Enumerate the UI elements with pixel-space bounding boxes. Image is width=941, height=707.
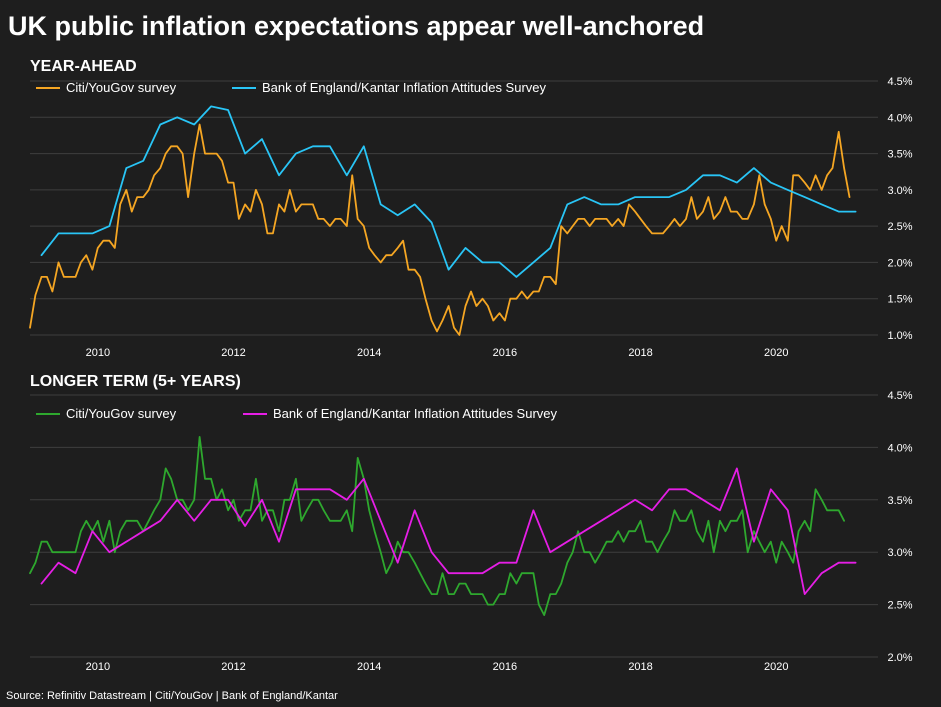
longer-term-x-tick-label: 2018 — [628, 661, 652, 673]
year-ahead-x-tick-label: 2020 — [764, 347, 788, 359]
year-ahead-series — [29, 105, 857, 336]
year-ahead-legend-label: Citi/YouGov survey — [66, 80, 177, 95]
longer-term-panel: LONGER TERM (5+ YEARS) 2010 2012 2014 2016 2… — [29, 373, 913, 673]
year-ahead-panel: YEAR-AHEAD 2010 2012 2014 2016 2018 2020 1.0%… — [29, 58, 913, 359]
longer-term-series-line-boe-kantar — [40, 467, 857, 595]
longer-term-y-tick-label: 2.0% — [887, 652, 912, 664]
year-ahead-x-tick-label: 2016 — [493, 347, 517, 359]
year-ahead-legend-label: Bank of England/Kantar Inflation Attitud… — [262, 80, 547, 95]
year-ahead-x-tick-label: 2012 — [221, 347, 245, 359]
year-ahead-y-tick-label: 4.5% — [887, 76, 912, 88]
longer-term-y-tick-label: 3.0% — [887, 547, 912, 559]
year-ahead-x-tick-label: 2014 — [357, 347, 381, 359]
longer-term-y-axis: 2.0% 2.5% 3.0% 3.5% 4.0% 4.5% — [887, 390, 912, 664]
year-ahead-y-axis: 1.0% 1.5% 2.0% 2.5% 3.0% 3.5% 4.0% 4.5% — [887, 76, 912, 342]
longer-term-x-tick-label: 2010 — [86, 661, 110, 673]
year-ahead-panel-title: YEAR-AHEAD — [30, 58, 137, 75]
year-ahead-y-tick-label: 1.5% — [887, 294, 912, 306]
year-ahead-y-tick-label: 2.5% — [887, 221, 912, 233]
longer-term-series — [29, 436, 857, 616]
year-ahead-y-tick-label: 2.0% — [887, 257, 912, 269]
source-note: Source: Refinitiv Datastream | Citi/YouG… — [6, 690, 338, 702]
longer-term-panel-title: LONGER TERM (5+ YEARS) — [30, 373, 241, 390]
longer-term-legend-label: Bank of England/Kantar Inflation Attitud… — [273, 406, 558, 421]
longer-term-gridlines — [30, 394, 878, 658]
year-ahead-y-tick-label: 1.0% — [887, 330, 912, 342]
longer-term-series-line-citi-yougov — [29, 436, 845, 616]
year-ahead-x-tick-label: 2010 — [86, 347, 110, 359]
year-ahead-x-axis: 2010 2012 2014 2016 2018 2020 — [86, 347, 789, 359]
year-ahead-series-line-citi-yougov — [29, 123, 851, 336]
longer-term-x-tick-label: 2016 — [493, 661, 517, 673]
year-ahead-series-line-boe-kantar — [40, 105, 857, 278]
longer-term-y-tick-label: 4.0% — [887, 442, 912, 454]
longer-term-x-tick-label: 2012 — [221, 661, 245, 673]
longer-term-x-tick-label: 2020 — [764, 661, 788, 673]
year-ahead-y-tick-label: 3.0% — [887, 185, 912, 197]
longer-term-x-tick-label: 2014 — [357, 661, 381, 673]
longer-term-x-axis: 2010 2012 2014 2016 2018 2020 — [86, 661, 789, 673]
year-ahead-gridlines — [30, 80, 878, 336]
year-ahead-y-tick-label: 3.5% — [887, 149, 912, 161]
longer-term-y-tick-label: 2.5% — [887, 600, 912, 612]
longer-term-legend-label: Citi/YouGov survey — [66, 406, 177, 421]
longer-term-legend: Citi/YouGov survey Bank of England/Kantar… — [36, 406, 558, 421]
chart-title: UK public inflation expectations appear … — [8, 11, 704, 41]
year-ahead-x-tick-label: 2018 — [628, 347, 652, 359]
longer-term-y-tick-label: 4.5% — [887, 390, 912, 402]
longer-term-y-tick-label: 3.5% — [887, 495, 912, 507]
year-ahead-y-tick-label: 4.0% — [887, 112, 912, 124]
year-ahead-legend: Citi/YouGov survey Bank of England/Kantar… — [36, 80, 547, 95]
